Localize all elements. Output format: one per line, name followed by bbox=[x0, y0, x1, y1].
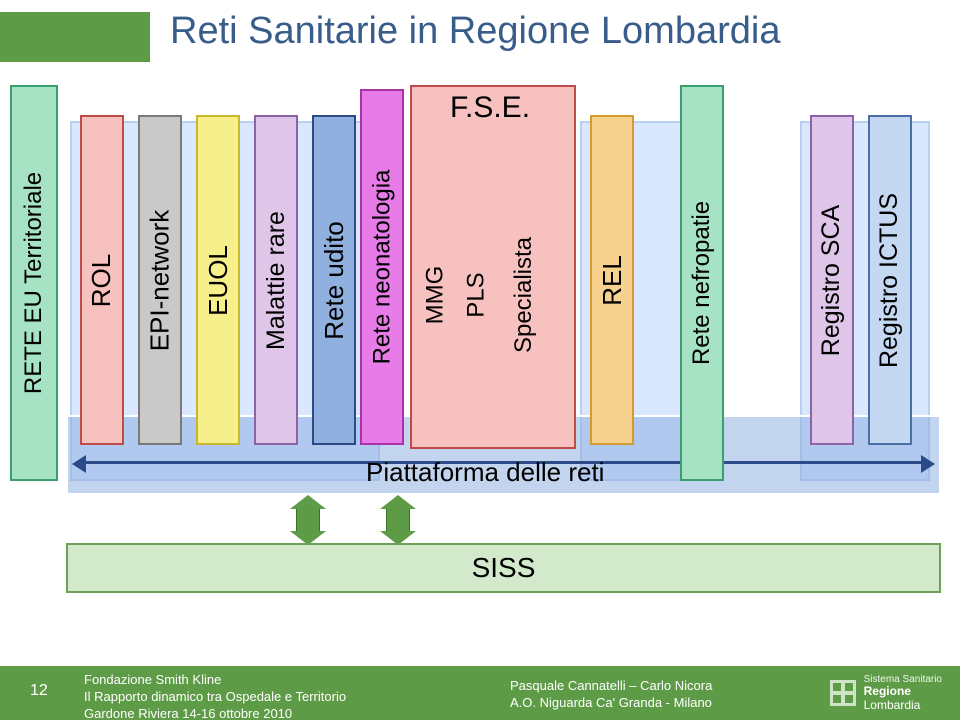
fse-sublabel: MMG bbox=[418, 145, 452, 445]
footer: 12 Fondazione Smith Kline Il Rapporto di… bbox=[0, 666, 960, 720]
vertical-rete-eu: RETE EU Territoriale bbox=[10, 85, 58, 481]
footer-left-text: Fondazione Smith Kline Il Rapporto dinam… bbox=[84, 672, 346, 720]
brand-line: Regione bbox=[864, 685, 942, 698]
vertical-ictus: Registro ICTUS bbox=[868, 115, 912, 445]
vertical-rel: REL bbox=[590, 115, 634, 445]
vertical-epi: EPI-network bbox=[138, 115, 182, 445]
diagram-area: F.S.E. MMGPLSSpecialista RETE EU Territori… bbox=[10, 85, 950, 605]
brand-line: Sistema Sanitario bbox=[864, 674, 942, 685]
footer-line: Fondazione Smith Kline bbox=[84, 672, 346, 689]
vertical-neonatologia: Rete neonatologia bbox=[360, 89, 404, 445]
page-number: 12 bbox=[30, 682, 48, 700]
vertical-udito: Rete udito bbox=[312, 115, 356, 445]
brand-icon bbox=[830, 680, 856, 706]
vertical-malattie: Malattie rare bbox=[254, 115, 298, 445]
fse-label: F.S.E. bbox=[450, 91, 530, 125]
footer-mid-text: Pasquale Cannatelli – Carlo Nicora A.O. … bbox=[510, 678, 712, 712]
vertical-sca: Registro SCA bbox=[810, 115, 854, 445]
vertical-euol: EUOL bbox=[196, 115, 240, 445]
fse-sublabel: PLS bbox=[460, 145, 494, 445]
piattaforma-label: Piattaforma delle reti bbox=[366, 457, 604, 488]
connector-arrow-icon bbox=[280, 499, 336, 541]
footer-line: Pasquale Cannatelli – Carlo Nicora bbox=[510, 678, 712, 695]
footer-line: Il Rapporto dinamico tra Ospedale e Terr… bbox=[84, 689, 346, 706]
connector-arrow-icon bbox=[370, 499, 426, 541]
brand-line: Lombardia bbox=[864, 699, 942, 712]
fse-sublabel: Specialista bbox=[502, 145, 546, 445]
footer-brand: Sistema Sanitario Regione Lombardia bbox=[830, 674, 942, 712]
vertical-nefropatie: Rete nefropatie bbox=[680, 85, 724, 481]
logo-icon bbox=[18, 16, 62, 56]
vertical-rol: ROL bbox=[80, 115, 124, 445]
footer-line: A.O. Niguarda Ca' Granda - Milano bbox=[510, 695, 712, 712]
footer-line: Gardone Riviera 14-16 ottobre 2010 bbox=[84, 706, 346, 720]
slide-title: Reti Sanitarie in Regione Lombardia bbox=[170, 10, 780, 53]
brand-text: Sistema Sanitario Regione Lombardia bbox=[864, 674, 942, 711]
slide: Reti Sanitarie in Regione Lombardia F.S.… bbox=[0, 0, 960, 720]
siss-box: SISS bbox=[66, 543, 941, 593]
